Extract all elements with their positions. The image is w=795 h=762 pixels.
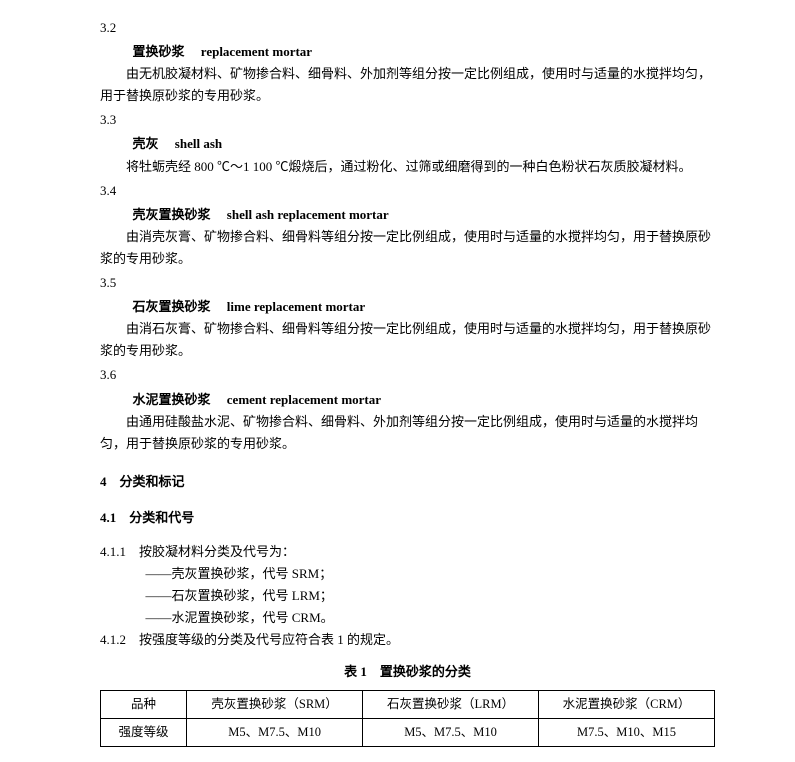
term-3-6-zh: 水泥置换砂浆 [133, 392, 211, 407]
term-3-3-zh: 壳灰 [133, 136, 159, 151]
term-3-2-en: replacement mortar [201, 44, 312, 59]
term-3-2-body: 由无机胶凝材料、矿物掺合料、细骨料、外加剂等组分按一定比例组成，使用时与适量的水… [100, 63, 715, 107]
page: 3.2 置换砂浆 replacement mortar 由无机胶凝材料、矿物掺合… [0, 0, 795, 762]
term-3-5-heading: 石灰置换砂浆 lime replacement mortar [100, 296, 715, 318]
term-3-4-heading: 壳灰置换砂浆 shell ash replacement mortar [100, 204, 715, 226]
table-1-caption: 表 1 置换砂浆的分类 [100, 661, 715, 683]
section-4-heading: 4 分类和标记 [100, 471, 715, 493]
clause-4-1-1: 4.1.1 按胶凝材料分类及代号为： [100, 541, 715, 563]
table-cell: M7.5、M10、M15 [539, 718, 715, 746]
term-3-6-body: 由通用硅酸盐水泥、矿物掺合料、细骨料、外加剂等组分按一定比例组成，使用时与适量的… [100, 411, 715, 455]
section-3-2-number: 3.2 [100, 17, 715, 39]
section-3-4-number: 3.4 [100, 180, 715, 202]
term-3-5-body: 由消石灰膏、矿物掺合料、细骨料等组分按一定比例组成，使用时与适量的水搅拌均匀，用… [100, 318, 715, 362]
term-3-4-en: shell ash replacement mortar [227, 207, 389, 222]
list-item: ——石灰置换砂浆，代号 LRM； [100, 585, 715, 607]
term-3-3-heading: 壳灰 shell ash [100, 133, 715, 155]
term-3-4-body: 由消壳灰膏、矿物掺合料、细骨料等组分按一定比例组成，使用时与适量的水搅拌均匀，用… [100, 226, 715, 270]
term-3-5-en: lime replacement mortar [227, 299, 365, 314]
term-3-2-zh: 置换砂浆 [133, 44, 185, 59]
table-header-cell: 水泥置换砂浆（CRM） [539, 690, 715, 718]
table-cell: M5、M7.5、M10 [187, 718, 363, 746]
table-1: 品种 壳灰置换砂浆（SRM） 石灰置换砂浆（LRM） 水泥置换砂浆（CRM） 强… [100, 690, 715, 748]
section-4-1-heading: 4.1 分类和代号 [100, 507, 715, 529]
term-3-6-heading: 水泥置换砂浆 cement replacement mortar [100, 389, 715, 411]
list-item: ——水泥置换砂浆，代号 CRM。 [100, 607, 715, 629]
table-row: 品种 壳灰置换砂浆（SRM） 石灰置换砂浆（LRM） 水泥置换砂浆（CRM） [101, 690, 715, 718]
table-cell: M5、M7.5、M10 [363, 718, 539, 746]
section-3-5-number: 3.5 [100, 272, 715, 294]
term-3-5-zh: 石灰置换砂浆 [133, 299, 211, 314]
table-row: 强度等级 M5、M7.5、M10 M5、M7.5、M10 M7.5、M10、M1… [101, 718, 715, 746]
term-3-6-en: cement replacement mortar [227, 392, 381, 407]
term-3-3-en: shell ash [175, 136, 222, 151]
table-header-cell: 石灰置换砂浆（LRM） [363, 690, 539, 718]
term-3-2-heading: 置换砂浆 replacement mortar [100, 41, 715, 63]
table-header-cell: 壳灰置换砂浆（SRM） [187, 690, 363, 718]
table-cell: 强度等级 [101, 718, 187, 746]
section-3-6-number: 3.6 [100, 364, 715, 386]
list-item: ——壳灰置换砂浆，代号 SRM； [100, 563, 715, 585]
term-3-4-zh: 壳灰置换砂浆 [133, 207, 211, 222]
term-3-3-body: 将牡蛎壳经 800 ℃～1 100 ℃煅烧后，通过粉化、过筛或细磨得到的一种白色… [100, 156, 715, 178]
section-3-3-number: 3.3 [100, 109, 715, 131]
table-header-cell: 品种 [101, 690, 187, 718]
clause-4-1-2: 4.1.2 按强度等级的分类及代号应符合表 1 的规定。 [100, 629, 715, 651]
